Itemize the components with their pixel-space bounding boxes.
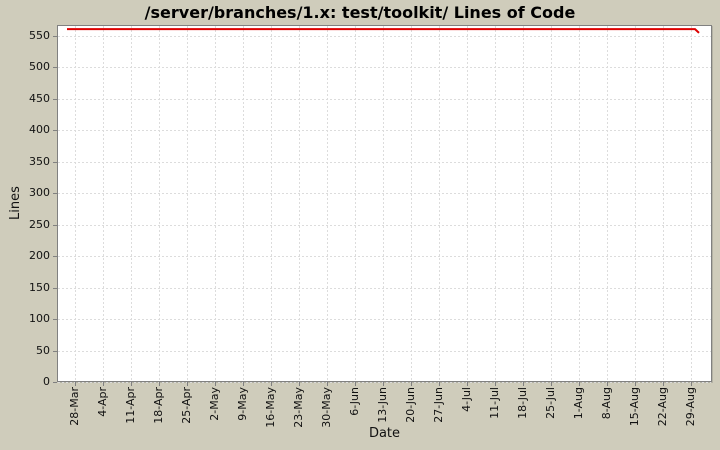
x-tick-label: 16-May <box>264 387 277 428</box>
x-tick-label: 22-Aug <box>656 387 669 427</box>
x-tick-label: 29-Aug <box>684 387 697 427</box>
x-tick-label: 25-Apr <box>180 387 193 424</box>
x-tick-label: 18-Apr <box>152 387 165 424</box>
x-tick-label: 15-Aug <box>628 387 641 427</box>
x-axis-title: Date <box>368 426 401 441</box>
x-tick-label: 9-May <box>236 387 249 421</box>
x-tick-label: 1-Aug <box>572 387 585 420</box>
y-tick-label: 300 <box>29 186 50 199</box>
x-tick-label: 11-Jul <box>488 387 501 419</box>
y-tick-label: 150 <box>29 281 50 294</box>
x-tick-label: 30-May <box>320 387 333 428</box>
x-tick-label: 28-Mar <box>68 387 81 426</box>
x-tick-label: 4-Jul <box>460 387 473 412</box>
plot-area <box>57 25 712 382</box>
x-tick-label: 6-Jun <box>348 387 361 416</box>
x-tick-label: 27-Jun <box>432 387 445 423</box>
x-tick-label: 11-Apr <box>124 387 137 424</box>
x-tick-label: 20-Jun <box>404 387 417 423</box>
y-tick-label: 450 <box>29 92 50 105</box>
x-tick-label: 23-May <box>292 387 305 428</box>
y-tick-label: 0 <box>43 375 50 388</box>
x-tick-label: 8-Aug <box>600 387 613 420</box>
x-tick-label: 25-Jul <box>544 387 557 419</box>
y-tick-label: 550 <box>29 29 50 42</box>
x-tick-label: 2-May <box>208 387 221 421</box>
y-tick-label: 250 <box>29 218 50 231</box>
y-tick-label: 50 <box>36 344 50 357</box>
y-tick-label: 350 <box>29 155 50 168</box>
x-tick-label: 13-Jun <box>376 387 389 423</box>
y-tick-label: 500 <box>29 60 50 73</box>
y-axis-title: Lines <box>8 186 23 220</box>
y-tick-label: 400 <box>29 123 50 136</box>
x-tick-label: 4-Apr <box>96 387 109 417</box>
y-tick-label: 100 <box>29 312 50 325</box>
chart-title: /server/branches/1.x: test/toolkit/ Line… <box>144 3 576 22</box>
y-tick-label: 200 <box>29 249 50 262</box>
x-tick-label: 18-Jul <box>516 387 529 419</box>
